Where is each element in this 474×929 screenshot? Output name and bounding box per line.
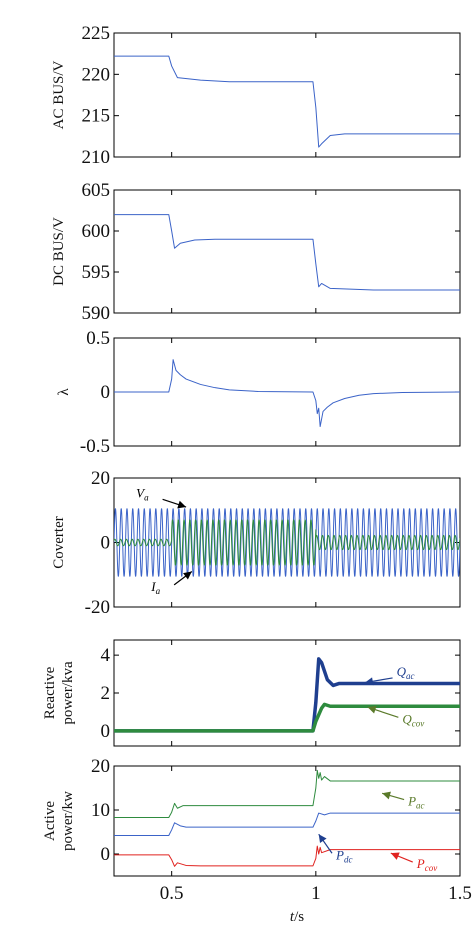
panel-1-series-1 [114, 55, 460, 148]
panel-5-series-1 [114, 657, 460, 733]
panel-6-annotation-pdc-arrow-head [318, 834, 327, 844]
panel-1-ytick-label: 210 [82, 147, 111, 168]
panel-1-frame [113, 32, 461, 158]
panel-2-ytick-label: 590 [82, 303, 111, 324]
panel-1-ylabel: AC BUS/V [51, 60, 67, 129]
panel-3-ytick-label: 0 [101, 382, 111, 403]
panel-6-annotation-pcov-arrow-head [390, 852, 400, 860]
panel-2-ytick-label: 605 [82, 180, 111, 201]
panel-1-ytick-label: 225 [82, 23, 111, 44]
panel-4-annotation-va-arrow-head [177, 500, 187, 509]
panel-2-ytick-label: 600 [82, 221, 111, 242]
panel-1-ytick-label: 215 [82, 106, 111, 127]
panel-6-ytick-label: 20 [91, 756, 110, 777]
panel-6-frame [113, 765, 461, 877]
svg-text:t/s: t/s [290, 909, 304, 925]
panel-6-annotation-pdc-label: Pdc [335, 847, 352, 864]
panel-5-annotation-qcov-label: Qcov [402, 711, 424, 728]
panel-1-ytick-label: 220 [82, 64, 111, 85]
x-tick-label: 1.5 [448, 883, 472, 904]
panel-5-ylabel-line1: Reactive [42, 666, 58, 719]
panel-4-annotation-va-label: Va [136, 485, 149, 502]
panel-6-ytick-label: 0 [101, 844, 111, 865]
panel-6-annotation-pac-arrow-head [382, 791, 391, 800]
panel-2-ytick-label: 595 [82, 262, 111, 283]
panel-6-annotation-pac-label: Pac [407, 794, 424, 811]
panel-2-series-1 [114, 214, 460, 291]
panel-6-ytick-label: 10 [91, 800, 110, 821]
panel-5-annotation-qac-arrow-head [364, 677, 374, 686]
panel-3-ytick-label: -0.5 [80, 436, 110, 457]
panel-4-annotation-ia-label: Ia [150, 579, 160, 596]
x-axis-label-unit: /s [294, 909, 304, 925]
x-axis-label: t/s [290, 909, 304, 925]
panel-4-series-ia [114, 519, 460, 566]
panel-4-ytick-label: 20 [91, 468, 110, 489]
panel-5-ytick-label: 2 [101, 683, 111, 704]
panel-4-ytick-label: 0 [101, 533, 111, 554]
x-axis-label-main: t [290, 909, 295, 925]
panel-6-series-3 [114, 845, 460, 867]
x-tick-label: 1 [311, 883, 321, 904]
panel-6-annotation-pcov-label: Pcov [416, 856, 437, 873]
plot-frames [113, 32, 461, 877]
x-tick-label: 0.5 [160, 883, 184, 904]
panel-6-series-1 [114, 769, 460, 818]
panel-5-ytick-label: 0 [101, 721, 111, 742]
panel-4-annotation-ia-arrow-head [183, 571, 192, 580]
panel-2-ylabel: DC BUS/V [51, 217, 67, 286]
panel-6-ylabel-line2: power/kw [60, 791, 76, 851]
panel-5-ytick-label: 4 [101, 645, 111, 666]
panel-4-ylabel: Coverter [51, 516, 67, 568]
panel-3-ylabel: λ [56, 388, 72, 396]
panel-5-annotation-qcov-arrow-head [367, 705, 377, 714]
panel-3-ytick-label: 0.5 [86, 328, 110, 349]
panel-3-series-1 [114, 359, 460, 428]
panel-5-series-2 [114, 702, 460, 733]
panel-6-series-2 [114, 812, 460, 837]
panel-2-frame [113, 189, 461, 314]
plot-series [114, 55, 460, 867]
panel-6-ylabel-line1: Active [42, 801, 58, 841]
panel-5-annotation-qac-label: Qac [397, 664, 415, 681]
panel-4-ytick-label: -20 [85, 597, 110, 618]
panel-4-series-va [114, 508, 460, 577]
panel-5-ylabel-line2: power/kva [60, 661, 76, 725]
